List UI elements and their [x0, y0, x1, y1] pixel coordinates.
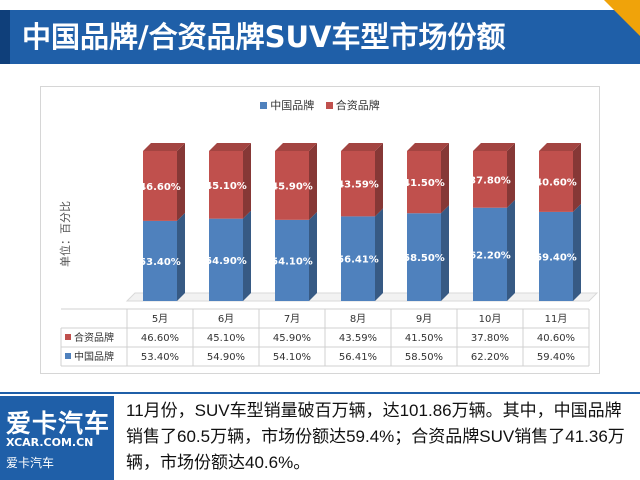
- category-label-1: 6月: [218, 313, 234, 325]
- category-label-0: 5月: [152, 313, 168, 325]
- data-label-jv-3: 43.59%: [337, 180, 379, 191]
- bar-jv-3: [341, 151, 375, 217]
- data-label-china-4: 58.50%: [403, 253, 445, 264]
- bar-china-1: [209, 218, 243, 301]
- logo-wordmark: 爱卡汽车: [6, 409, 111, 438]
- category-label-6: 11月: [545, 313, 568, 325]
- table-cell-china-3: 56.41%: [339, 352, 377, 363]
- bar-china-5: [473, 207, 507, 301]
- data-label-china-1: 54.90%: [205, 256, 247, 267]
- logo-url: XCAR.COM.CN: [6, 436, 94, 449]
- bar-china-side-4: [441, 205, 449, 301]
- logo-subtitle: 爱卡汽车: [6, 456, 55, 470]
- corner-decoration: [604, 0, 640, 36]
- chart-legend: 中国品牌 合资品牌: [41, 97, 599, 113]
- bar-jv-side-2: [309, 143, 317, 220]
- table-cell-jv-2: 45.90%: [273, 333, 311, 344]
- legend-item-china: 中国品牌: [260, 97, 314, 113]
- table-cell-china-5: 62.20%: [471, 352, 509, 363]
- table-cell-jv-0: 46.60%: [141, 333, 179, 344]
- bar-top-4: [407, 143, 449, 151]
- table-cell-china-6: 59.40%: [537, 352, 575, 363]
- bar-jv-side-1: [243, 143, 251, 219]
- bar-top-1: [209, 143, 251, 151]
- table-swatch-china: [65, 353, 71, 359]
- legend-item-jv: 合资品牌: [325, 97, 380, 113]
- bar-top-6: [539, 143, 581, 151]
- legend-label-jv: 合资品牌: [335, 99, 380, 112]
- category-label-3: 8月: [350, 313, 366, 325]
- bar-top-2: [275, 143, 317, 151]
- chart-plot: 53.40% 46.60% 54.90% 45.10% 54.10% 45.90% 56.4…: [60, 143, 599, 367]
- data-label-china-5: 62.20%: [469, 250, 511, 261]
- data-label-jv-5: 37.80%: [469, 175, 511, 186]
- bar-jv-5: [473, 151, 507, 208]
- bar-top-0: [143, 143, 185, 151]
- bar-china-side-6: [573, 203, 581, 301]
- title-accent: [0, 10, 10, 64]
- bar-jv-side-6: [573, 143, 581, 212]
- logo: 爱卡汽车 XCAR.COM.CN 爱卡汽车: [0, 396, 114, 480]
- data-label-jv-1: 45.10%: [205, 181, 247, 192]
- bar-jv-6: [539, 151, 573, 212]
- title-bar: [0, 10, 640, 64]
- bar-china-6: [539, 211, 573, 301]
- table-row-header-china: 中国品牌: [74, 350, 114, 363]
- table-cell-china-4: 58.50%: [405, 352, 443, 363]
- bar-china-3: [341, 216, 375, 301]
- bar-jv-0: [143, 151, 177, 221]
- table-cell-jv-5: 37.80%: [471, 333, 509, 344]
- table-row-header-jv: 合资品牌: [74, 331, 114, 344]
- data-label-jv-2: 45.90%: [271, 181, 313, 192]
- footer-divider: [0, 392, 640, 394]
- bar-jv-4: [407, 151, 441, 214]
- bar-china-side-3: [375, 208, 383, 301]
- bar-china-side-0: [177, 212, 185, 301]
- bar-jv-side-3: [375, 143, 383, 217]
- bar-china-0: [143, 220, 177, 301]
- bar-top-3: [341, 143, 383, 151]
- data-label-jv-0: 46.60%: [139, 182, 181, 193]
- category-label-5: 10月: [479, 313, 502, 325]
- bar-jv-side-5: [507, 143, 515, 208]
- bar-china-2: [275, 219, 309, 301]
- legend-swatch-china: [260, 102, 268, 109]
- legend-swatch-jv: [325, 102, 333, 109]
- data-label-jv-6: 40.60%: [535, 177, 577, 188]
- table-cell-china-0: 53.40%: [141, 352, 179, 363]
- table-cell-china-1: 54.90%: [207, 352, 245, 363]
- data-label-china-6: 59.40%: [535, 252, 577, 263]
- bar-china-side-2: [309, 211, 317, 301]
- data-label-jv-4: 41.50%: [403, 178, 445, 189]
- data-label-china-0: 53.40%: [139, 257, 181, 268]
- bar-top-5: [473, 143, 515, 151]
- bar-china-4: [407, 213, 441, 301]
- table-cell-jv-4: 41.50%: [405, 333, 443, 344]
- data-label-china-2: 54.10%: [271, 256, 313, 267]
- category-label-4: 9月: [416, 313, 432, 325]
- legend-label-china: 中国品牌: [270, 99, 315, 112]
- bar-jv-side-0: [177, 143, 185, 221]
- data-label-china-3: 56.41%: [337, 255, 379, 266]
- bar-china-side-5: [507, 199, 515, 301]
- bar-jv-2: [275, 151, 309, 220]
- chart-frame: 中国品牌 合资品牌 单位：百分比 53.40% 46.60% 54.90% 45.10…: [40, 86, 600, 374]
- bar-china-side-1: [243, 210, 251, 301]
- table-cell-china-2: 54.10%: [273, 352, 311, 363]
- bar-jv-side-4: [441, 143, 449, 214]
- category-label-2: 7月: [284, 313, 300, 325]
- table-cell-jv-1: 45.10%: [207, 333, 245, 344]
- bar-jv-1: [209, 151, 243, 219]
- table-swatch-jv: [65, 334, 71, 340]
- table-cell-jv-6: 40.60%: [537, 333, 575, 344]
- footer-description: 11月份，SUV车型销量破百万辆，达101.86万辆。其中，中国品牌销售了60.…: [126, 401, 625, 472]
- page-title: 中国品牌/合资品牌SUV车型市场份额: [22, 20, 506, 54]
- table-cell-jv-3: 43.59%: [339, 333, 377, 344]
